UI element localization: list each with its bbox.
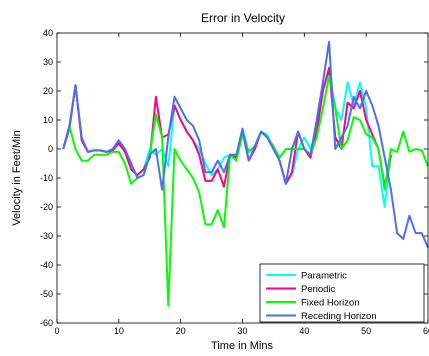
y-tick-label: 0 bbox=[48, 144, 53, 154]
legend-label-2: Periodic bbox=[301, 284, 336, 295]
y-tick-label: -20 bbox=[40, 202, 53, 212]
y-axis: -60 -50 -40 -30 -20 -10 0 10 20 30 40 bbox=[40, 28, 428, 328]
y-tick-label: 30 bbox=[43, 57, 53, 67]
y-tick-label: 10 bbox=[43, 115, 53, 125]
x-tick-label: 40 bbox=[299, 326, 309, 336]
y-axis-label: Velocity in Feet/Min bbox=[11, 130, 23, 225]
y-tick-label: -60 bbox=[40, 318, 53, 328]
series-line-2 bbox=[62, 66, 392, 188]
y-tick-label: 40 bbox=[43, 28, 53, 38]
x-tick-label: 50 bbox=[361, 326, 371, 336]
legend-box bbox=[259, 263, 425, 323]
x-tick-label: 30 bbox=[237, 326, 247, 336]
y-tick-label: 20 bbox=[43, 86, 53, 96]
legend-label-3: Fixed Horizon bbox=[301, 298, 360, 309]
y-tick-label: -30 bbox=[40, 231, 53, 241]
x-tick-label: 20 bbox=[176, 326, 186, 336]
x-axis: 0 10 20 30 40 50 60 bbox=[54, 33, 429, 336]
y-tick-label: -10 bbox=[40, 173, 53, 183]
x-tick-label: 10 bbox=[114, 326, 124, 336]
x-tick-label: 60 bbox=[423, 326, 429, 336]
series-line-4 bbox=[62, 40, 429, 248]
x-tick-label: 0 bbox=[54, 326, 59, 336]
y-tick-label: -50 bbox=[40, 289, 53, 299]
legend: Parametric Periodic Fixed Horizon Receding … bbox=[259, 263, 425, 323]
legend-label-4: Receding Horizon bbox=[301, 311, 377, 322]
x-axis-label: Time in Mins bbox=[211, 340, 273, 352]
legend-label-1: Parametric bbox=[301, 271, 347, 282]
y-tick-label: -40 bbox=[40, 260, 53, 270]
chart-title: Error in Velocity bbox=[201, 11, 285, 25]
plot-series-group bbox=[62, 40, 429, 307]
